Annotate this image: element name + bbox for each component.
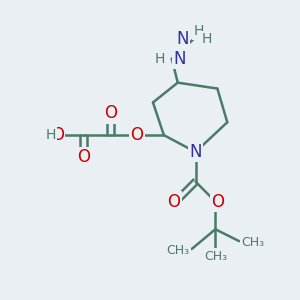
Text: H: H <box>46 128 56 142</box>
Text: O: O <box>51 126 64 144</box>
Text: H: H <box>202 32 212 46</box>
Text: O: O <box>130 126 144 144</box>
Text: CH₃: CH₃ <box>167 244 190 256</box>
Text: N: N <box>174 50 186 68</box>
Text: O: O <box>167 193 180 211</box>
Text: N: N <box>189 143 202 161</box>
Text: O: O <box>77 148 90 166</box>
Text: H: H <box>154 52 165 66</box>
Text: H: H <box>194 24 204 38</box>
Text: CH₃: CH₃ <box>204 250 227 262</box>
Text: N: N <box>176 30 189 48</box>
Text: O: O <box>211 193 224 211</box>
Text: CH₃: CH₃ <box>241 236 264 249</box>
Text: O: O <box>104 104 117 122</box>
